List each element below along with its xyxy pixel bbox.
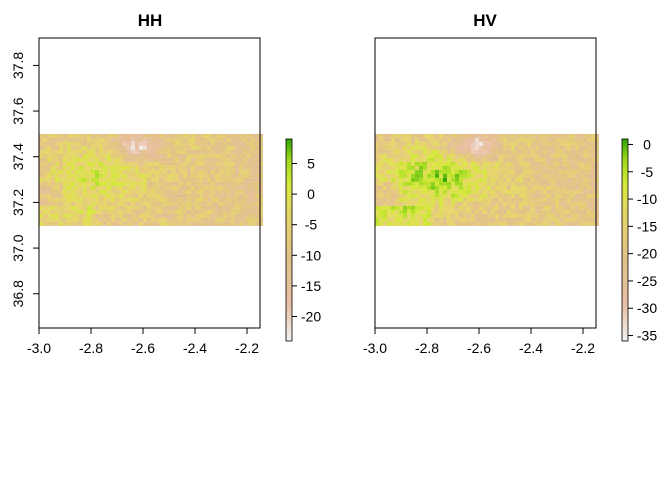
x-tick-label: -2.4 bbox=[183, 340, 207, 356]
x-tick-label: -2.8 bbox=[415, 340, 439, 356]
panel-hh: HH -3.0 -2.8 -2.6 -2.4 -2.2 36.8 37.0 37.2 37.4 37… bbox=[10, 11, 321, 356]
y-tick-label: 37.0 bbox=[10, 234, 26, 261]
y-tick-label: 37.8 bbox=[10, 52, 26, 79]
panel-hv: HV -3.0 -2.8 -2.6 -2.4 -2.2 0 -5 -10 -15 -20 -25 -30… bbox=[363, 11, 657, 356]
x-tick-label: -3.0 bbox=[27, 340, 51, 356]
y-tick-label: 36.8 bbox=[10, 280, 26, 307]
plot-frame bbox=[38, 37, 261, 329]
raster-image bbox=[375, 133, 599, 226]
legend-tick-label: -10 bbox=[301, 247, 321, 263]
legend-tick-label: -15 bbox=[637, 218, 657, 234]
x-tick-label: -2.6 bbox=[467, 340, 491, 356]
y-tick-label: 37.6 bbox=[10, 97, 26, 124]
x-tick-label: -2.8 bbox=[79, 340, 103, 356]
x-tick-label: -3.0 bbox=[363, 340, 387, 356]
panel-title: HV bbox=[473, 11, 497, 30]
legend-tick-label: -30 bbox=[637, 300, 657, 316]
legend-tick-label: 5 bbox=[307, 155, 315, 171]
panel-title: HH bbox=[138, 11, 163, 30]
raster-image bbox=[39, 133, 263, 226]
legend-tick-label: 0 bbox=[643, 136, 651, 152]
x-tick-label: -2.4 bbox=[519, 340, 543, 356]
legend-tick-label: 0 bbox=[307, 186, 315, 202]
legend-tick-label: -25 bbox=[637, 273, 657, 289]
legend-colorbar: 5 0 -5 -10 -15 -20 bbox=[285, 138, 321, 342]
x-tick-label: -2.6 bbox=[131, 340, 155, 356]
legend-tick-label: -15 bbox=[301, 278, 321, 294]
legend-tick-label: -20 bbox=[301, 309, 321, 325]
legend-tick-label: -10 bbox=[637, 191, 657, 207]
x-tick-label: -2.2 bbox=[571, 340, 595, 356]
legend-tick-label: -5 bbox=[641, 164, 654, 180]
x-tick-label: -2.2 bbox=[235, 340, 259, 356]
legend-tick-label: -35 bbox=[637, 328, 657, 344]
y-tick-label: 37.4 bbox=[10, 143, 26, 170]
plot-frame bbox=[374, 37, 597, 329]
legend-colorbar: 0 -5 -10 -15 -20 -25 -30 -35 bbox=[621, 136, 657, 344]
legend-tick-label: -5 bbox=[305, 217, 318, 233]
legend-tick-label: -20 bbox=[637, 246, 657, 262]
y-tick-label: 37.2 bbox=[10, 189, 26, 216]
